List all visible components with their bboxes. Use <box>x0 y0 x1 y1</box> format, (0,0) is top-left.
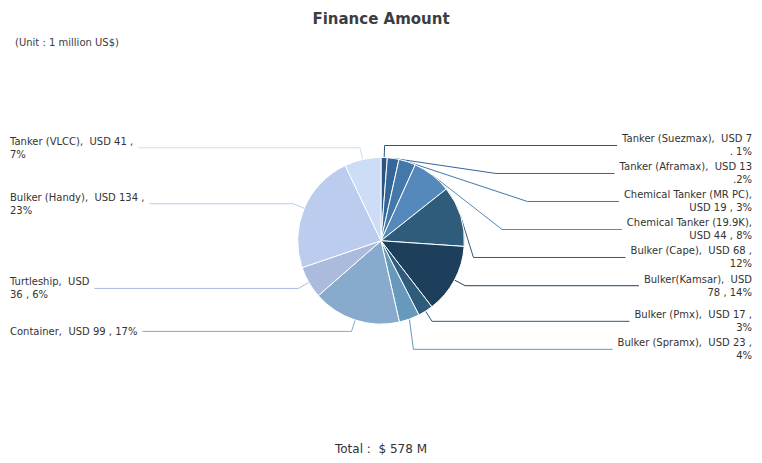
svg-text:Chemical Tanker (19.9K),: Chemical Tanker (19.9K), <box>627 217 752 228</box>
svg-text:3%: 3% <box>736 322 752 333</box>
svg-text:Bulker (Handy), USD 134 ,: Bulker (Handy), USD 134 , <box>10 192 144 203</box>
svg-text:Finance Amount: Finance Amount <box>312 10 449 28</box>
svg-text:Bulker (Pmx), USD 17 ,: Bulker (Pmx), USD 17 , <box>634 309 752 320</box>
svg-text:Tanker (Suezmax), USD 7: Tanker (Suezmax), USD 7 <box>621 133 752 144</box>
svg-text:USD 19 , 3%: USD 19 , 3% <box>689 202 752 213</box>
svg-text:7%: 7% <box>10 149 26 160</box>
svg-text:.2%: .2% <box>733 174 752 185</box>
svg-text:36 , 6%: 36 , 6% <box>10 289 48 300</box>
svg-text:Bulker (Spramx), USD 23 ,: Bulker (Spramx), USD 23 , <box>618 337 752 348</box>
svg-text:12%: 12% <box>730 258 752 269</box>
svg-text:USD 44 , 8%: USD 44 , 8% <box>689 230 752 241</box>
svg-text:Tanker (Aframax), USD 13: Tanker (Aframax), USD 13 <box>619 161 752 172</box>
svg-text:Container, USD 99 , 17%: Container, USD 99 , 17% <box>10 326 137 337</box>
svg-text:Bulker(Kamsar), USD: Bulker(Kamsar), USD <box>644 274 752 285</box>
svg-text:Chemical Tanker (MR PC),: Chemical Tanker (MR PC), <box>624 189 752 200</box>
svg-text:(Unit : 1 million US$): (Unit : 1 million US$) <box>15 37 119 48</box>
svg-text:4%: 4% <box>736 350 752 361</box>
svg-text:Turtleship, USD: Turtleship, USD <box>9 276 90 287</box>
svg-text:78 , 14%: 78 , 14% <box>708 287 753 298</box>
svg-text:. 1%: . 1% <box>730 146 752 157</box>
svg-text:Tanker (VLCC), USD 41 ,: Tanker (VLCC), USD 41 , <box>9 136 133 147</box>
svg-text:Total : $ 578 M: Total : $ 578 M <box>334 442 427 456</box>
svg-text:23%: 23% <box>10 205 32 216</box>
svg-text:Bulker (Cape), USD 68 ,: Bulker (Cape), USD 68 , <box>631 245 752 256</box>
